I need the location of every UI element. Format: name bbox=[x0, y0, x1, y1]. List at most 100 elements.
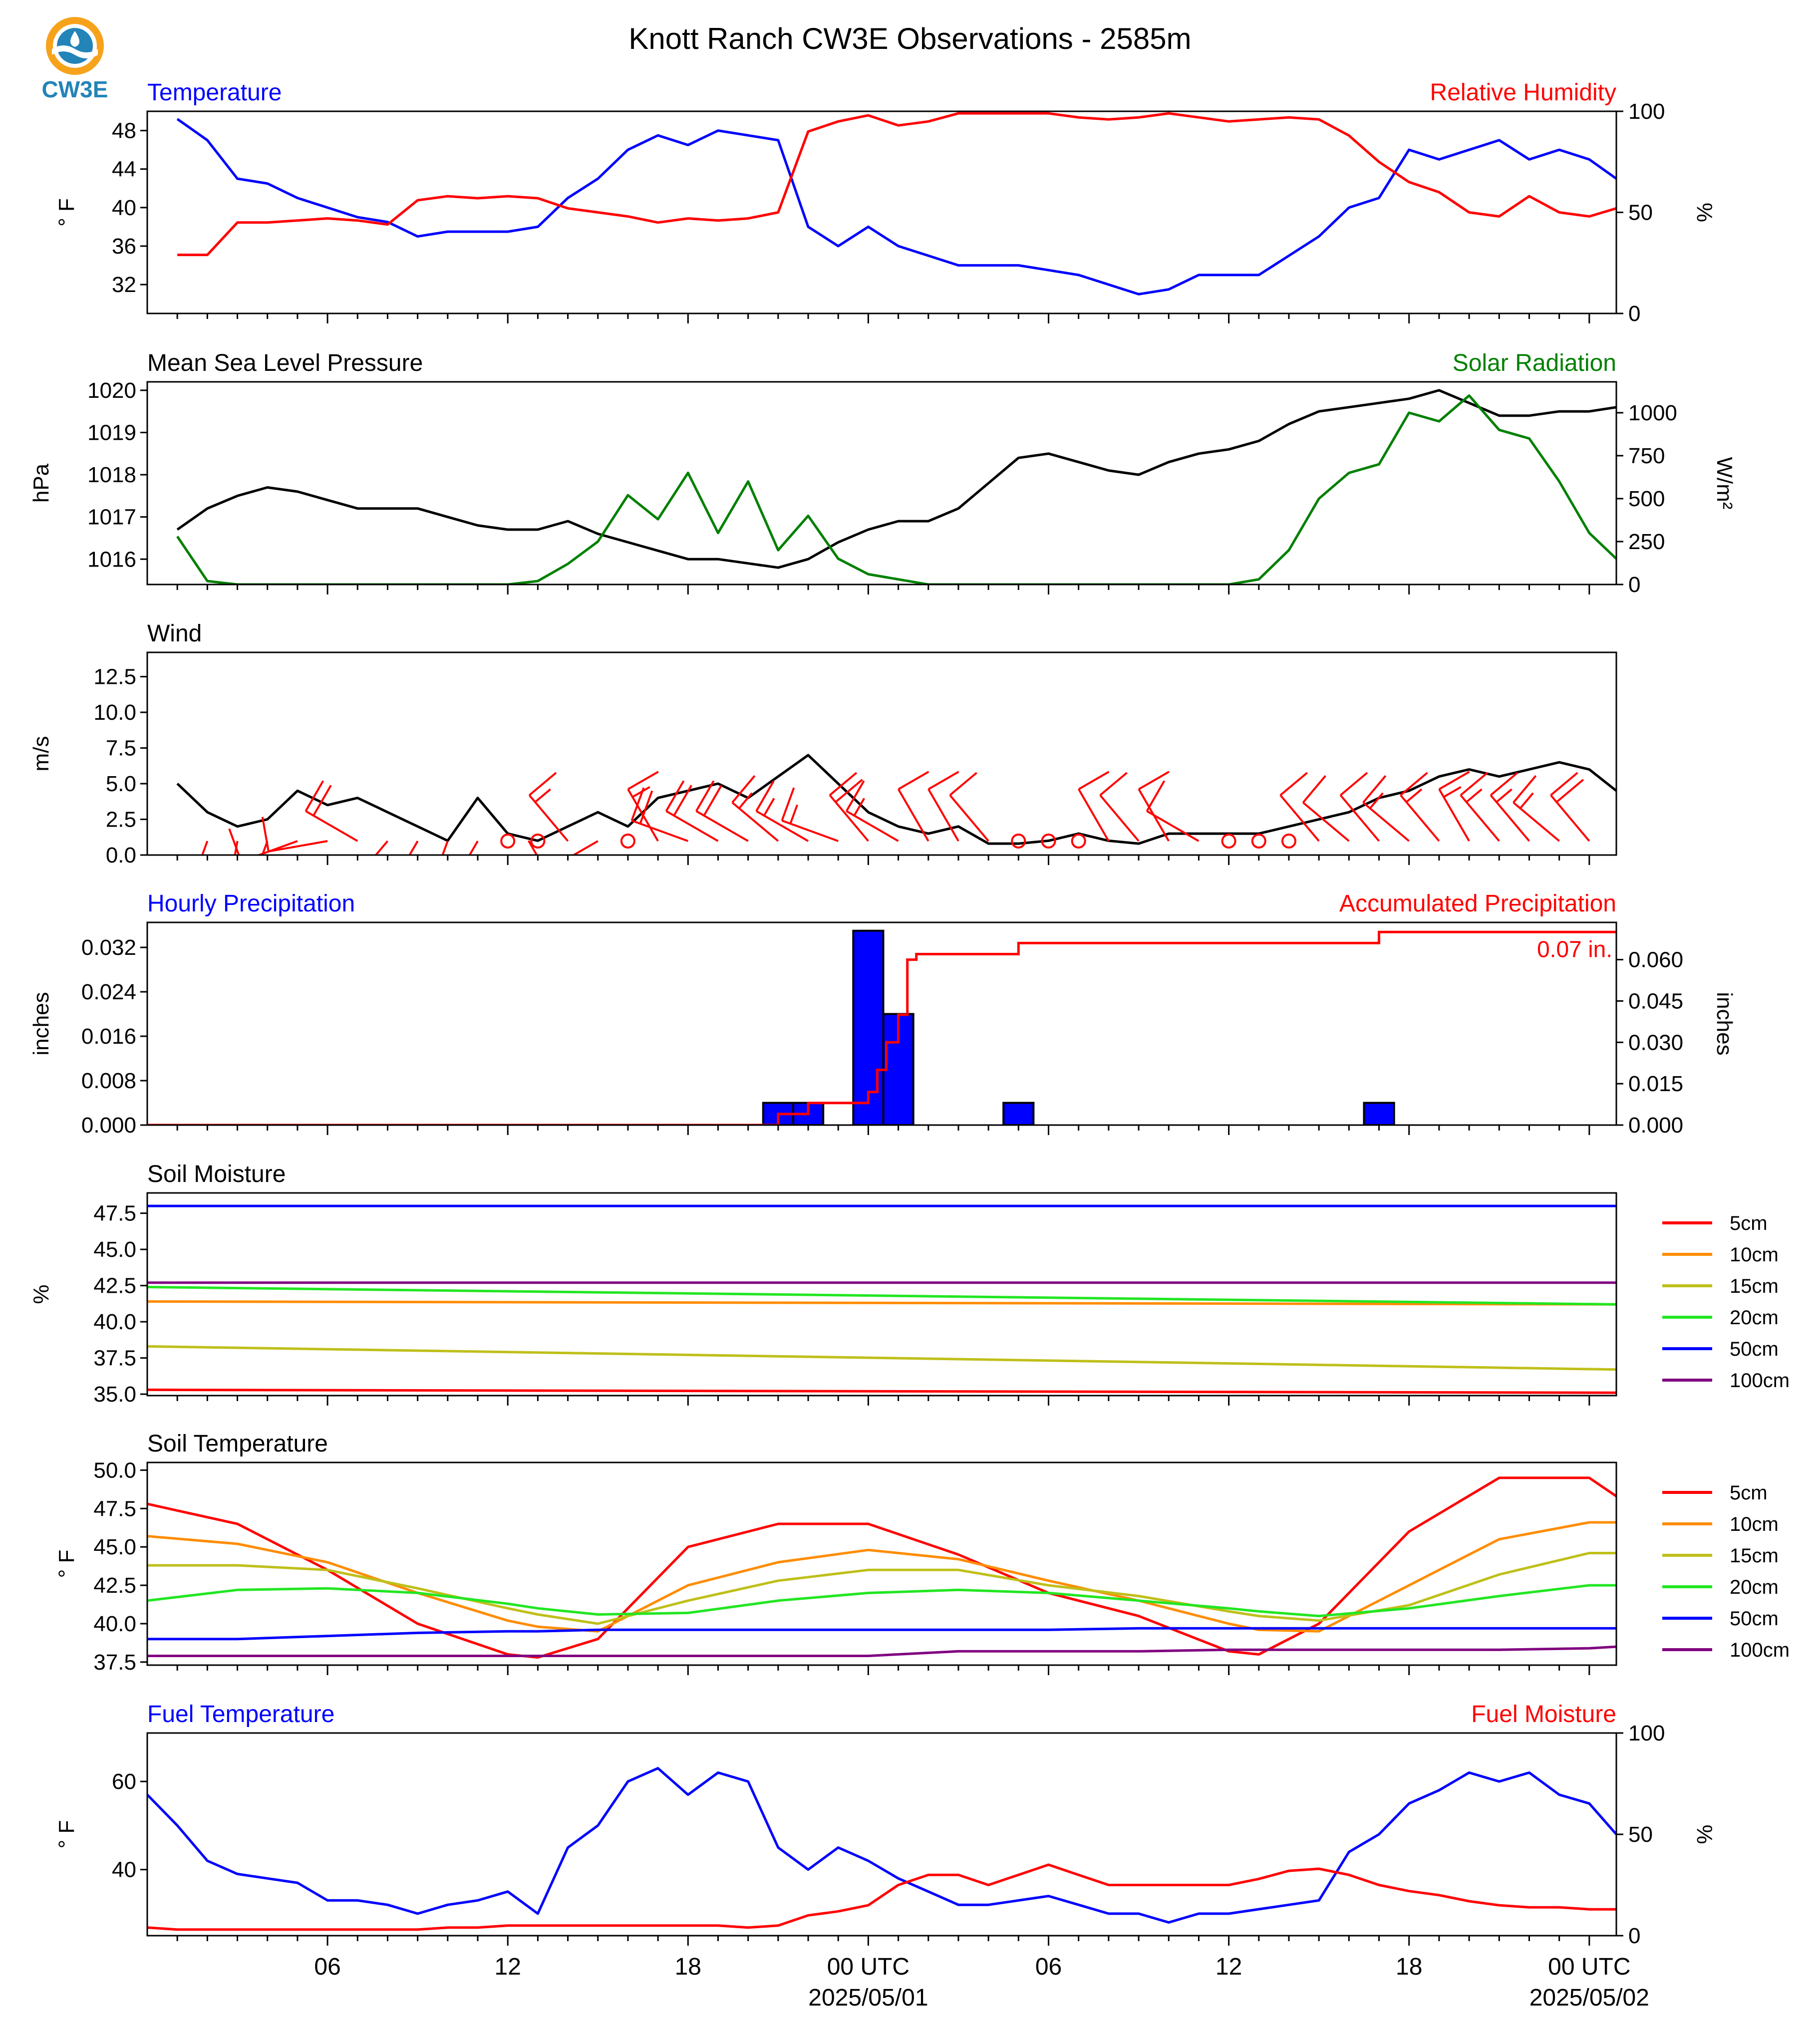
y-axis-label-right: % bbox=[1692, 203, 1717, 222]
y-tick-label-right: 0 bbox=[1628, 573, 1640, 597]
panel-title-left: Soil Moisture bbox=[147, 1161, 286, 1187]
wind-barb bbox=[1146, 780, 1200, 842]
panel-frame bbox=[146, 1732, 1617, 1937]
y-tick-label: 40.0 bbox=[93, 1310, 136, 1334]
y-tick-label: 0.024 bbox=[81, 980, 136, 1004]
series-line-fuel-temperature bbox=[147, 1767, 1616, 1924]
panel-mslp_solar: Mean Sea Level Pressure Solar Radiation 10… bbox=[29, 350, 1737, 597]
y-tick-label: 1019 bbox=[87, 421, 136, 445]
y-tick-label-right: 0.045 bbox=[1628, 989, 1683, 1013]
series-line-50cm bbox=[147, 1627, 1616, 1641]
wind-barb bbox=[755, 780, 809, 842]
panel-frame bbox=[146, 651, 1617, 856]
y-axis-label-right: W/m² bbox=[1712, 457, 1737, 509]
series-line-20cm bbox=[147, 1584, 1616, 1618]
panel-temp_rh: Temperature Relative Humidity 32 36 40 44 48 0 5… bbox=[54, 79, 1717, 326]
wind-barb bbox=[665, 780, 719, 842]
legend-soil_moisture: 5cm 10cm 15cm 20cm 50cm 100cm bbox=[1662, 1212, 1790, 1392]
y-axis-label: % bbox=[29, 1284, 53, 1304]
wind-barb bbox=[1400, 772, 1440, 842]
y-tick-label: 1018 bbox=[87, 463, 136, 487]
legend-label: 100cm bbox=[1730, 1639, 1790, 1661]
panel-frame bbox=[146, 1192, 1617, 1397]
y-tick-label: 37.5 bbox=[93, 1650, 136, 1675]
wind-barb-calm bbox=[1251, 834, 1266, 849]
legend-soil_temp: 5cm 10cm 15cm 20cm 50cm 100cm bbox=[1662, 1482, 1790, 1661]
series-line-10cm bbox=[147, 1300, 1616, 1306]
legend-label: 20cm bbox=[1730, 1576, 1779, 1598]
wind-barb bbox=[695, 780, 749, 842]
y-tick-label: 0.008 bbox=[81, 1069, 136, 1093]
y-tick-label: 60 bbox=[112, 1769, 136, 1794]
y-tick-label-right: 750 bbox=[1628, 444, 1665, 468]
wind-barb-calm bbox=[1221, 834, 1236, 849]
wind-barb bbox=[234, 841, 239, 855]
panel-frame bbox=[146, 381, 1617, 585]
wind-barb bbox=[1099, 772, 1140, 842]
wind-barb bbox=[228, 828, 298, 855]
wind-barb bbox=[1550, 772, 1590, 842]
wind-barb bbox=[201, 841, 209, 855]
plot-area bbox=[176, 112, 1616, 295]
x-tick-label: 00 UTC bbox=[1548, 1954, 1630, 1980]
accumulated-precip-line bbox=[147, 930, 1616, 1125]
panel-title-left: Temperature bbox=[147, 79, 282, 106]
wind-barb bbox=[528, 840, 599, 855]
y-tick-label: 0.016 bbox=[81, 1024, 136, 1049]
y-tick-label: 1017 bbox=[87, 505, 136, 530]
panel-frame bbox=[146, 921, 1617, 1126]
precip-bar bbox=[1002, 1102, 1035, 1125]
plot-area bbox=[176, 389, 1616, 584]
legend-label: 50cm bbox=[1730, 1338, 1779, 1360]
panel-soil_moisture: Soil Moisture 35.0 37.5 40.0 42.5 45.0 47.5% bbox=[29, 1161, 1617, 1407]
y-tick-label: 48 bbox=[112, 119, 136, 143]
y-tick-label: 36 bbox=[112, 234, 136, 259]
x-date-label: 2025/05/01 bbox=[808, 1985, 928, 2011]
y-axis-label: m/s bbox=[29, 736, 53, 772]
legend-label: 50cm bbox=[1730, 1608, 1779, 1630]
wind-barb bbox=[261, 841, 269, 855]
series-line-15cm bbox=[147, 1552, 1616, 1625]
y-tick-label: 0.000 bbox=[81, 1113, 136, 1138]
panel-wind: Wind 0.0 2.5 5.0 7.5 10.0 12.5 m/s bbox=[29, 620, 1617, 868]
wind-barb-calm bbox=[620, 834, 635, 849]
y-tick-label-right: 250 bbox=[1628, 530, 1665, 554]
series-line-fuel-moisture bbox=[147, 1863, 1616, 1931]
wind-barb bbox=[1279, 772, 1320, 842]
panel-title-left: Soil Temperature bbox=[147, 1431, 328, 1457]
y-tick-label: 7.5 bbox=[106, 736, 136, 761]
wind-barb-calm bbox=[1281, 834, 1296, 849]
wind-barb bbox=[1302, 775, 1350, 842]
plot-area bbox=[147, 1204, 1616, 1394]
x-tick-label: 00 UTC bbox=[827, 1954, 910, 1980]
x-tick-label: 12 bbox=[1215, 1954, 1242, 1980]
y-axis-label: ° F bbox=[54, 1550, 79, 1578]
wind-barb-calm bbox=[1071, 834, 1086, 849]
wind-barb bbox=[441, 841, 449, 855]
y-tick-label: 1020 bbox=[87, 378, 136, 403]
y-tick-label-right: 0.015 bbox=[1628, 1072, 1683, 1096]
x-tick-label: 12 bbox=[495, 1954, 521, 1980]
panel-title-left: Hourly Precipitation bbox=[147, 890, 355, 917]
legend-label: 10cm bbox=[1730, 1244, 1779, 1266]
wind-barb bbox=[304, 780, 358, 842]
y-tick-label-right: 50 bbox=[1628, 201, 1653, 225]
y-tick-label: 47.5 bbox=[93, 1496, 136, 1521]
series-line-temperature bbox=[176, 118, 1616, 295]
y-tick-label: 45.0 bbox=[93, 1535, 136, 1559]
wind-barb bbox=[1078, 771, 1110, 842]
wind-barb bbox=[829, 772, 869, 842]
y-tick-label: 1016 bbox=[87, 547, 136, 572]
y-axis-label: ° F bbox=[54, 198, 79, 227]
wind-barb bbox=[528, 772, 569, 842]
wind-barb bbox=[731, 775, 779, 842]
x-tick-label: 18 bbox=[1396, 1954, 1422, 1980]
y-tick-label: 42.5 bbox=[93, 1573, 136, 1598]
y-tick-label: 10.0 bbox=[93, 700, 136, 725]
panel-title-right: Accumulated Precipitation bbox=[1339, 890, 1616, 917]
y-tick-label: 44 bbox=[112, 157, 136, 182]
y-tick-label: 42.5 bbox=[93, 1274, 136, 1298]
legend-label: 15cm bbox=[1730, 1545, 1779, 1567]
wind-barb bbox=[845, 780, 899, 842]
